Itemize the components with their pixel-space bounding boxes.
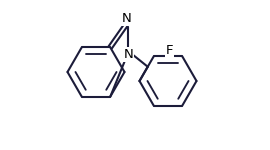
- Text: F: F: [166, 44, 173, 57]
- Text: N: N: [122, 12, 132, 25]
- Text: N: N: [123, 48, 133, 61]
